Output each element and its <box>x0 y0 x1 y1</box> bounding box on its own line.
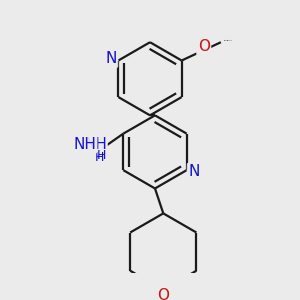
Text: N: N <box>105 51 117 66</box>
Text: N: N <box>188 164 200 179</box>
Text: NH: NH <box>84 137 107 152</box>
Text: H: H <box>97 149 106 162</box>
Text: N: N <box>188 164 200 179</box>
Text: N: N <box>105 51 117 66</box>
Text: NH: NH <box>74 137 96 152</box>
Text: methyl: methyl <box>224 40 229 41</box>
Text: O: O <box>157 288 169 300</box>
Text: O: O <box>198 39 210 54</box>
Text: methoxy: methoxy <box>227 40 233 41</box>
Text: O: O <box>198 39 210 54</box>
Text: H: H <box>95 151 104 164</box>
Text: O: O <box>157 288 169 300</box>
